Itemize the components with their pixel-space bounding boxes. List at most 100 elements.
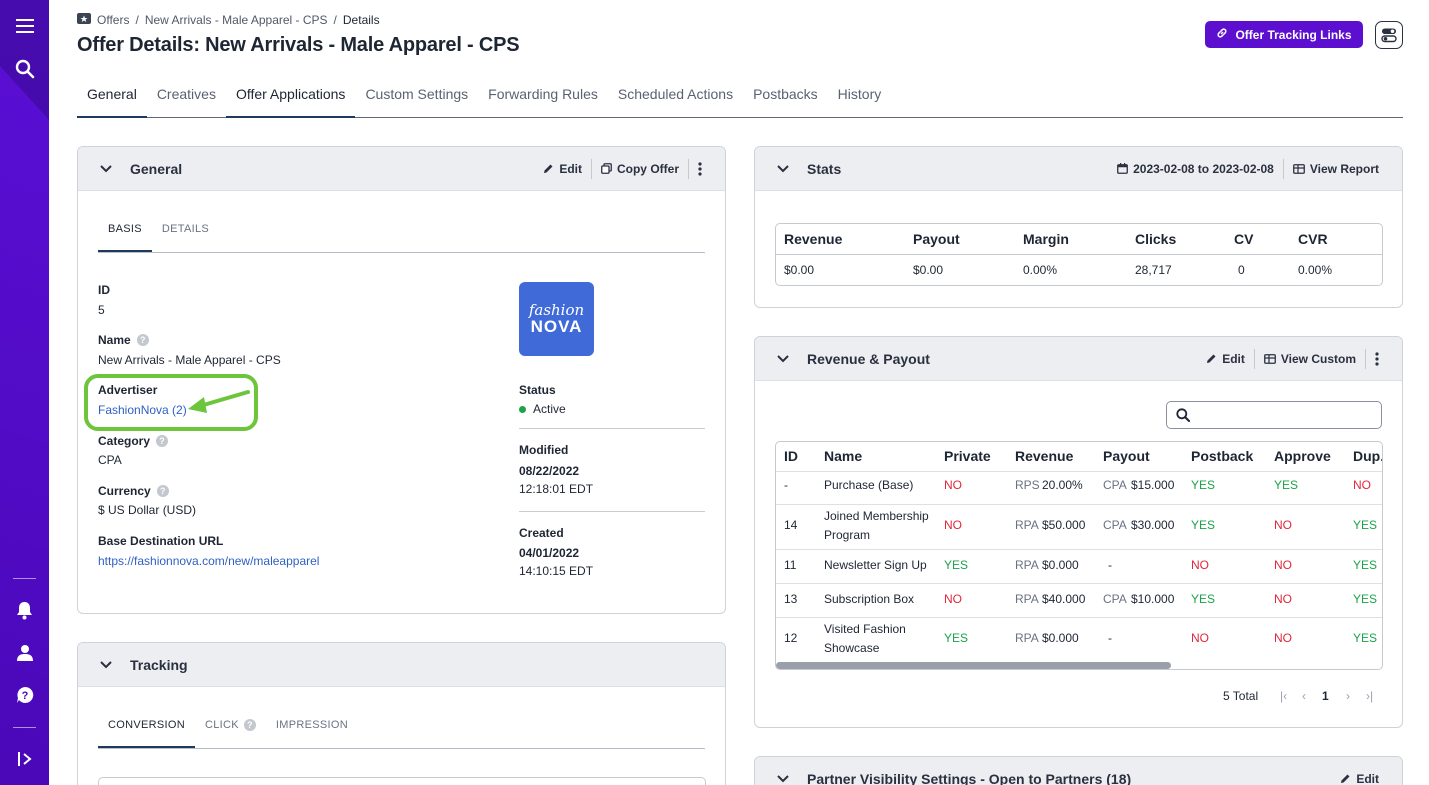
divider	[776, 583, 1382, 584]
breadcrumb-separator: /	[135, 12, 139, 27]
tab-general[interactable]: General	[77, 78, 147, 118]
subtab-click[interactable]: CLICK ?	[195, 707, 266, 748]
sidebar: ?	[0, 0, 49, 785]
copy-offer-button[interactable]: Copy Offer	[592, 162, 688, 176]
report-icon	[1292, 163, 1305, 174]
search-input[interactable]	[1166, 401, 1382, 429]
tab-offer-applications[interactable]: Offer Applications	[225, 78, 356, 118]
offer-tracking-links-button[interactable]: Offer Tracking Links	[1205, 21, 1363, 48]
first-page-icon[interactable]: |‹	[1280, 689, 1288, 703]
status-label: Status	[519, 383, 556, 397]
more-options-icon[interactable]	[689, 161, 711, 176]
edit-button[interactable]: Edit	[1331, 772, 1388, 785]
user-icon[interactable]	[0, 632, 49, 672]
help-chat-icon[interactable]: ?	[0, 675, 49, 715]
edit-label: Edit	[1356, 771, 1379, 785]
col-payout: Payout	[1103, 448, 1150, 464]
advertiser-link[interactable]: FashionNova (2)	[98, 403, 187, 417]
chevron-down-icon[interactable]	[100, 164, 116, 173]
tab-history[interactable]: History	[837, 86, 882, 102]
tab-forwarding-rules[interactable]: Forwarding Rules	[488, 86, 598, 102]
divider	[776, 471, 1382, 472]
settings-toggle-icon[interactable]	[1375, 21, 1403, 49]
tab-postbacks[interactable]: Postbacks	[753, 86, 818, 102]
help-icon[interactable]: ?	[156, 435, 169, 447]
edit-button[interactable]: Edit	[534, 162, 591, 176]
tab-custom-settings[interactable]: Custom Settings	[365, 86, 469, 102]
edit-button[interactable]: Edit	[1197, 352, 1254, 366]
tab-scheduled-actions[interactable]: Scheduled Actions	[617, 86, 734, 102]
svg-text:?: ?	[21, 690, 28, 702]
more-options-icon[interactable]	[1366, 351, 1388, 366]
tracking-subtabs: CONVERSION CLICK ? IMPRESSION	[98, 707, 705, 749]
stats-header-payout: Payout	[913, 231, 960, 247]
subtab-conversion[interactable]: CONVERSION	[98, 707, 195, 748]
chevron-down-icon[interactable]	[777, 354, 793, 363]
last-page-icon[interactable]: ›|	[1366, 689, 1374, 703]
subtab-details[interactable]: DETAILS	[161, 223, 210, 235]
breadcrumb-offers[interactable]: Offers	[97, 12, 130, 27]
date-range-label: 2023-02-08 to 2023-02-08	[1133, 161, 1274, 176]
id-label: ID	[98, 283, 110, 297]
divider	[776, 549, 1382, 550]
prev-page-icon[interactable]: ‹	[1302, 689, 1306, 703]
row-revenue-type: RPA	[1015, 558, 1039, 572]
tracking-card: Tracking CONVERSION CLICK ? IMPRESSION	[77, 642, 726, 785]
chevron-down-icon[interactable]	[777, 774, 793, 783]
row-payout: $15.000	[1131, 478, 1175, 492]
date-range-button[interactable]: 2023-02-08 to 2023-02-08	[1108, 162, 1283, 176]
name-label: Name ?	[98, 333, 149, 347]
offer-tabs: General Creatives Offer Applications Cus…	[77, 78, 1403, 118]
col-dup: Dup.	[1353, 448, 1383, 464]
next-page-icon[interactable]: ›	[1346, 689, 1350, 703]
col-id: ID	[784, 448, 798, 464]
breadcrumb-offer[interactable]: New Arrivals - Male Apparel - CPS	[144, 12, 328, 27]
base-url-link[interactable]: https://fashionnova.com/new/maleapparel	[98, 554, 320, 568]
offer-tracking-links-label: Offer Tracking Links	[1235, 27, 1352, 42]
search-field[interactable]	[1196, 408, 1376, 422]
advertiser-label: Advertiser	[98, 383, 158, 397]
row-id: 12	[784, 631, 798, 645]
col-postback: Postback	[1191, 448, 1254, 464]
stats-header-cv: CV	[1234, 231, 1254, 247]
help-icon[interactable]: ?	[156, 485, 169, 497]
hamburger-icon[interactable]	[0, 6, 49, 46]
row-dup: YES	[1353, 518, 1378, 532]
edit-label: Edit	[559, 161, 582, 176]
status-value: Active	[519, 402, 566, 416]
view-report-label: View Report	[1309, 161, 1379, 176]
row-approve: YES	[1274, 478, 1299, 492]
modified-label: Modified	[519, 443, 569, 457]
row-payout-type: CPA	[1103, 592, 1127, 606]
view-custom-button[interactable]: View Custom	[1255, 352, 1365, 366]
chevron-down-icon[interactable]	[777, 164, 793, 173]
row-postback: YES	[1191, 478, 1216, 492]
created-date: 04/01/2022	[519, 546, 580, 560]
subtab-basis[interactable]: BASIS	[98, 211, 152, 252]
subtab-impression[interactable]: IMPRESSION	[275, 719, 348, 731]
help-icon[interactable]: ?	[243, 719, 256, 731]
expand-sidebar-icon[interactable]	[0, 739, 49, 779]
subtab-click-label: CLICK	[204, 719, 239, 731]
stats-value-cvr: 0.00%	[1298, 263, 1333, 277]
revenue-card-header: Revenue & Payout Edit View Custom	[755, 337, 1402, 381]
divider	[776, 504, 1382, 505]
search-icon[interactable]	[0, 49, 49, 89]
stats-header-clicks: Clicks	[1135, 231, 1177, 247]
pencil-icon	[544, 164, 553, 173]
table-icon	[1263, 353, 1276, 364]
col-approve: Approve	[1274, 448, 1331, 464]
help-icon[interactable]: ?	[136, 334, 149, 346]
bell-icon[interactable]	[0, 590, 49, 630]
row-name: Newsletter Sign Up	[824, 558, 927, 572]
horizontal-scrollbar[interactable]	[776, 662, 1171, 669]
calendar-icon	[1117, 163, 1128, 174]
row-revenue-type: RPA	[1015, 592, 1039, 606]
tracking-card-header: Tracking	[78, 643, 725, 687]
view-report-button[interactable]: View Report	[1284, 162, 1388, 176]
stats-header-revenue: Revenue	[784, 231, 843, 247]
row-revenue-type: RPA	[1015, 518, 1039, 532]
page-number[interactable]: 1	[1322, 689, 1329, 703]
chevron-down-icon[interactable]	[100, 660, 116, 669]
tab-creatives[interactable]: Creatives	[156, 86, 216, 102]
